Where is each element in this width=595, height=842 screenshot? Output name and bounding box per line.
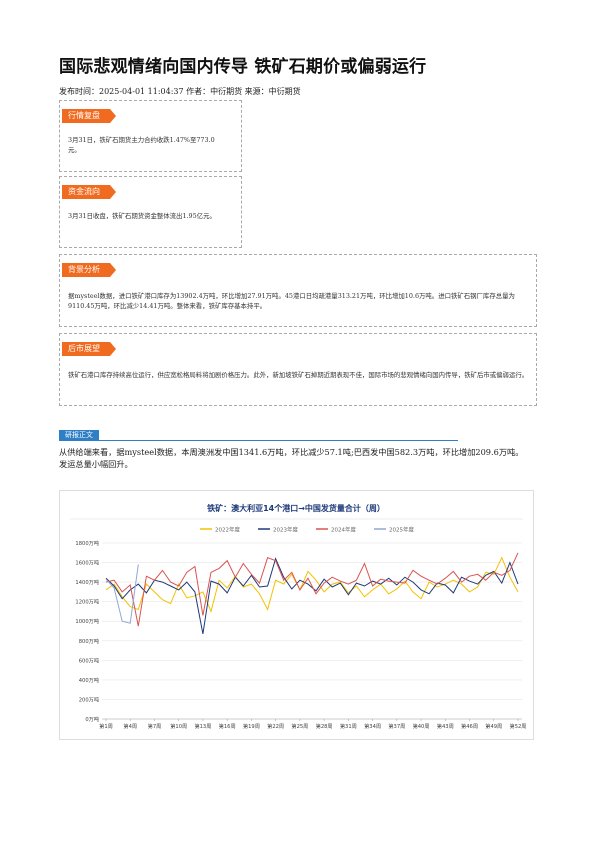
shipment-chart: 铁矿：澳大利亚14个港口→中国发货量合计（周） 2022年度 2023年度 2024… [59,490,534,740]
section-tag: 资金流向 [62,185,116,199]
section-outlook: 后市展望 铁矿石港口库存持续高位运行，供应宽松格局料将加剧价格压力。此外，新加坡… [59,333,537,406]
legend-label: 2022年度 [215,526,240,534]
y-tick-label: 0万吨 [85,715,99,723]
chart-series [105,552,519,634]
chart-legend: 2022年度 2023年度 2024年度 2025年度 [200,526,414,534]
x-tick-label: 第46周 [461,722,478,730]
series-line [105,564,139,624]
section-text: 3月31日收盘，铁矿石期货资金整体流出1.95亿元。 [68,212,216,220]
article-title: 国际悲观情绪向国内传导 铁矿石期价或偏弱运行 [59,57,427,77]
legend-label: 2025年度 [389,526,414,534]
x-tick-label: 第16周 [219,722,236,730]
article-meta: 发布时间：2025-04-01 11:04:37 作者：中衍期货 来源：中衍期货 [59,87,301,96]
section-tag: 背景分析 [62,263,116,277]
y-tick-label: 1600万吨 [75,559,99,567]
x-tick-label: 第37周 [388,722,405,730]
y-tick-label: 600万吨 [79,656,99,664]
section-tag: 行情复盘 [62,109,116,123]
chart-svg: 铁矿：澳大利亚14个港口→中国发货量合计（周） 2022年度 2023年度 2024… [70,503,526,730]
x-tick-label: 第7周 [148,722,162,730]
y-tick-label: 1200万吨 [75,598,99,606]
section-background: 背景分析 据mysteel数据，进口铁矿港口库存为13902.4万吨，环比增加2… [59,254,537,327]
y-tick-label: 1000万吨 [75,617,99,625]
y-tick-label: 800万吨 [79,637,99,645]
legend-label: 2023年度 [273,526,298,534]
x-tick-label: 第40周 [413,722,430,730]
chart-grid [102,542,522,720]
section-fund-flow: 资金流向 3月31日收盘，铁矿石期货资金整体流出1.95亿元。 [59,176,242,248]
x-tick-label: 第10周 [170,722,187,730]
series-line [105,552,519,627]
x-tick-label: 第34周 [364,722,381,730]
x-tick-label: 第49周 [485,722,502,730]
report-divider [59,440,458,441]
chart-y-axis: 0万吨 200万吨 400万吨 600万吨 800万吨 1000万吨 1200万吨 1400万… [75,539,99,723]
section-tag: 后市展望 [62,342,116,356]
x-tick-label: 第13周 [194,722,211,730]
x-tick-label: 第43周 [437,722,454,730]
chart-title: 铁矿：澳大利亚14个港口→中国发货量合计（周） [207,503,385,513]
x-tick-label: 第52周 [510,722,527,730]
x-tick-label: 第1周 [99,722,113,730]
section-text: 3月31日，铁矿石期货主力合约收跌1.47%至773.0元。 [68,136,215,154]
chart-x-axis: 第1周 第4周 第7周 第10周 第13周 第16周 第19周 第22周 第25周 第28周 第31… [99,719,526,730]
series-line [105,556,519,613]
y-tick-label: 200万吨 [79,695,99,703]
legend-label: 2024年度 [331,526,356,534]
report-paragraph: 从供给端来看，据mysteel数据，本周澳洲发中国1341.6万吨，环比减少57… [59,447,524,469]
y-tick-label: 1400万吨 [75,578,99,586]
report-tag: 研报正文 [59,430,99,441]
x-tick-label: 第28周 [316,722,333,730]
section-text: 据mysteel数据，进口铁矿港口库存为13902.4万吨，环比增加27.91万… [68,292,515,310]
x-tick-label: 第31周 [340,722,357,730]
section-text: 铁矿石港口库存持续高位运行，供应宽松格局料将加剧价格压力。此外，新加坡铁矿石掉期… [68,371,529,379]
series-line [105,557,519,634]
x-tick-label: 第25周 [291,722,308,730]
section-market-review: 行情复盘 3月31日，铁矿石期货主力合约收跌1.47%至773.0元。 [59,100,242,172]
y-tick-label: 400万吨 [79,676,99,684]
x-tick-label: 第22周 [267,722,284,730]
x-tick-label: 第19周 [243,722,260,730]
y-tick-label: 1800万吨 [75,539,99,547]
x-tick-label: 第4周 [123,722,137,730]
